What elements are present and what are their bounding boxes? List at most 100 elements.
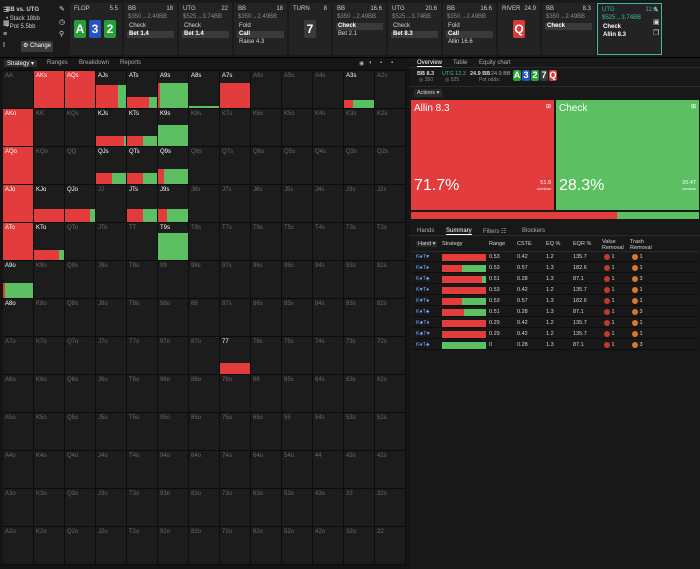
hand-cell[interactable]: 33 — [344, 489, 375, 527]
action-bet[interactable]: Bet 1.4 — [127, 31, 174, 38]
col-cste[interactable]: CSTE — [517, 241, 532, 247]
hand-cell[interactable]: T2s — [375, 223, 406, 261]
tab-blockers[interactable]: Blockers — [522, 228, 546, 234]
hand-cell[interactable]: K7s — [220, 109, 251, 147]
street-col-utg-2[interactable]: UTG 20.6 $525→3.74BB Check Bet 8.3 — [388, 3, 441, 55]
hand-cell[interactable]: A8o — [3, 299, 34, 337]
hand-cell[interactable]: 54o — [282, 451, 313, 489]
hand-cell[interactable]: TT — [127, 223, 158, 261]
clock-icon[interactable]: ◷ — [59, 19, 66, 26]
hand-cell[interactable]: T4s — [313, 223, 344, 261]
hand-cell[interactable]: 86o — [189, 375, 220, 413]
action-check[interactable]: Check — [603, 24, 622, 30]
hand-cell[interactable]: K3o — [34, 489, 65, 527]
grid-icon[interactable]: ▦ — [3, 20, 10, 27]
action-allin[interactable]: Allin 16.6 — [448, 39, 473, 45]
hand-cell[interactable]: K4s — [313, 109, 344, 147]
tab-equity-chart[interactable]: Equity chart — [479, 60, 511, 66]
hand-cell[interactable]: KK — [34, 109, 65, 147]
hand-cell[interactable]: 62s — [375, 375, 406, 413]
street-col-bb-3[interactable]: BB 16.6 $350→2.49BB Check Bet 2.1 — [333, 3, 386, 55]
action-check[interactable]: Check — [129, 23, 147, 29]
hand-cell[interactable]: Q3s — [344, 147, 375, 185]
hand-cell[interactable]: 43s — [344, 451, 375, 489]
hand-cell[interactable]: 72s — [375, 337, 406, 375]
hand-cell[interactable]: AKo — [3, 109, 34, 147]
expand-icon[interactable]: ⊞ — [690, 104, 696, 110]
hand-cell[interactable]: J2o — [96, 527, 127, 565]
action-allin[interactable]: Allin 8.3 — [603, 32, 627, 38]
col-eqr[interactable]: EQR % — [573, 241, 592, 247]
river-column[interactable]: RIVER 24.9 Q — [498, 3, 540, 55]
hand-cell[interactable]: Q7s — [220, 147, 251, 185]
hand-cell[interactable]: Q3o — [65, 489, 96, 527]
hand-cell[interactable]: 64s — [313, 375, 344, 413]
hand-cell[interactable]: 74o — [220, 451, 251, 489]
hand-cell[interactable]: J3o — [96, 489, 127, 527]
hand-cell[interactable]: A5o — [3, 413, 34, 451]
view-toggle-1-icon[interactable]: ◉ — [359, 61, 365, 67]
table-row[interactable]: K♠T♠ 0.53 0.57 1.3 182.6 1 1 — [412, 264, 699, 273]
hand-cell[interactable]: KTo — [34, 223, 65, 261]
hand-cell[interactable]: 73o — [220, 489, 251, 527]
table-row[interactable]: K♠T♥ 0.53 0.42 1.2 135.7 1 1 — [412, 253, 699, 262]
view-toggle-4-icon[interactable]: ▪ — [391, 60, 394, 66]
hand-cell[interactable]: 72o — [220, 527, 251, 565]
hand-cell[interactable]: 62o — [251, 527, 282, 565]
hand-cell[interactable]: 95s — [282, 261, 313, 299]
hand-cell[interactable]: 75s — [282, 337, 313, 375]
hand-cell[interactable]: J6s — [251, 185, 282, 223]
hand-cell[interactable]: 96o — [158, 375, 189, 413]
hand-cell[interactable]: Q5s — [282, 147, 313, 185]
col-strategy[interactable]: Strategy — [442, 241, 463, 247]
col-eq[interactable]: EQ % — [546, 241, 561, 247]
hand-cell[interactable]: 87s — [220, 299, 251, 337]
tab-reports[interactable]: Reports — [120, 60, 142, 66]
view-toggle-2-icon[interactable]: ◐ — [369, 60, 373, 66]
hand-cell[interactable]: J8o — [96, 299, 127, 337]
hand-cell[interactable]: A3s — [344, 71, 375, 109]
hand-cell[interactable]: A2o — [3, 527, 34, 565]
tab-overview[interactable]: Overview — [417, 60, 443, 67]
hand-cell[interactable]: K5s — [282, 109, 313, 147]
hand-cell[interactable]: 82s — [375, 299, 406, 337]
hand-cell[interactable]: 64o — [251, 451, 282, 489]
hand-cell[interactable]: A9s — [158, 71, 189, 109]
hand-cell[interactable]: KJo — [34, 185, 65, 223]
hand-cell[interactable]: A7o — [3, 337, 34, 375]
allin-action-card[interactable]: Allin 8.3 71.7% 51.9 combos ⊞ — [411, 100, 554, 210]
hand-cell[interactable]: 97s — [220, 261, 251, 299]
hand-cell[interactable]: 99 — [158, 261, 189, 299]
hand-cell[interactable]: AKs — [34, 71, 65, 109]
hand-cell[interactable]: A4s — [313, 71, 344, 109]
hand-cell[interactable]: Q8o — [65, 299, 96, 337]
hand-cell[interactable]: 66 — [251, 375, 282, 413]
table-row[interactable]: K♣T♦ 0.29 0.42 1.2 135.7 1 1 — [412, 319, 699, 328]
hand-cell[interactable]: K8s — [189, 109, 220, 147]
action-check[interactable]: Check — [393, 23, 411, 29]
hand-cell[interactable]: Q7o — [65, 337, 96, 375]
street-col-bb-2[interactable]: BB 18 $350→2.49BB Fold Call Raise 4.3 — [234, 3, 287, 55]
hand-cell[interactable]: AJs — [96, 71, 127, 109]
action-raise[interactable]: Raise 4.3 — [239, 39, 265, 45]
hand-cell[interactable]: 53o — [282, 489, 313, 527]
hand-cell[interactable]: J4o — [96, 451, 127, 489]
hand-cell[interactable]: T2o — [127, 527, 158, 565]
hand-cell[interactable]: Q4o — [65, 451, 96, 489]
action-fold[interactable]: Fold — [239, 23, 251, 29]
tab-filters[interactable]: Filters ☷ — [483, 229, 507, 235]
hand-cell[interactable]: 97o — [158, 337, 189, 375]
hand-cell[interactable]: A4o — [3, 451, 34, 489]
hand-cell[interactable]: Q5o — [65, 413, 96, 451]
hand-cell[interactable]: 85o — [189, 413, 220, 451]
expand-icon[interactable]: ⊞ — [545, 104, 551, 110]
list-icon[interactable]: ≡ — [3, 31, 8, 38]
action-bet[interactable]: Bet 8.3 — [391, 31, 438, 38]
hand-cell[interactable]: 52s — [375, 413, 406, 451]
hand-cell[interactable]: T8s — [189, 223, 220, 261]
hand-cell[interactable]: QJo — [65, 185, 96, 223]
hand-cell[interactable]: K6s — [251, 109, 282, 147]
tab-summary[interactable]: Summary — [446, 228, 472, 235]
hand-cell[interactable]: 76o — [220, 375, 251, 413]
hand-cell[interactable]: 93o — [158, 489, 189, 527]
